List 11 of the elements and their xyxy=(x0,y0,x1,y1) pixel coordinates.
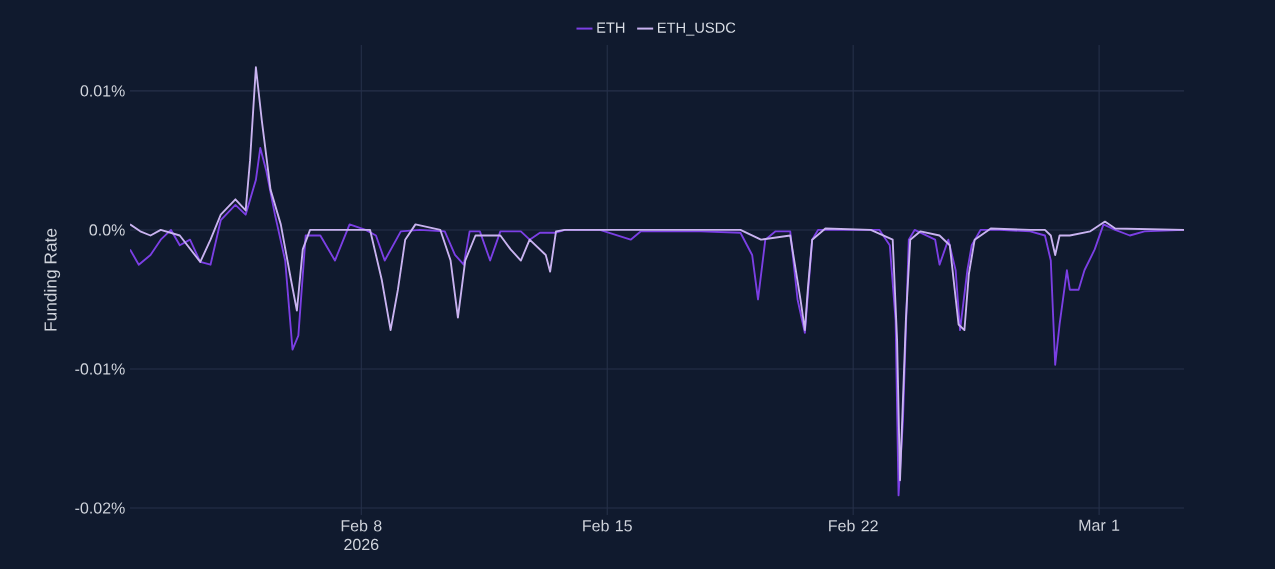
y-tick-label: 0.0% xyxy=(89,224,125,236)
x-tick-label: Mar 1 xyxy=(1079,519,1120,531)
y-tick-label: -0.02% xyxy=(75,502,125,514)
legend-label: ETH xyxy=(597,22,625,33)
y-tick-label: 0.01% xyxy=(80,85,125,97)
x-tick-label: Feb 8 2026 xyxy=(341,519,382,551)
y-tick-label: -0.01% xyxy=(75,363,125,375)
legend-label: ETH_USDC xyxy=(658,22,736,36)
y-axis-title: Funding Rate xyxy=(43,228,61,331)
x-tick-label: Feb 15 xyxy=(583,519,632,532)
x-tick-label: Feb 22 xyxy=(829,519,878,532)
